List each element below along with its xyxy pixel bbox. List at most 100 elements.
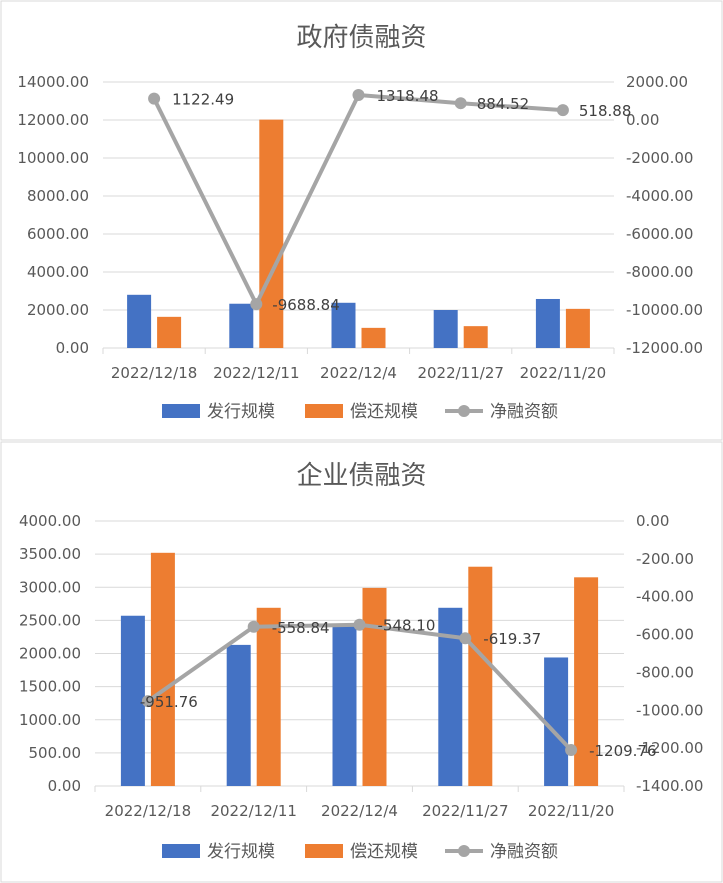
y-right-tick-label: -1400.00 xyxy=(636,777,703,795)
bar-issuance xyxy=(120,615,145,786)
legend-marker xyxy=(458,845,470,857)
chart-title: 政府债融资 xyxy=(296,23,426,53)
bar-issuance xyxy=(127,294,152,348)
chart-svg-corporate-bond: 企业债融资 0.00 500.00 1000.00 1500.00 2000.00 2500… xyxy=(0,441,723,883)
net-financing-point xyxy=(454,97,467,110)
bar-repayment xyxy=(463,326,488,348)
bar-repayment xyxy=(574,577,599,786)
legend-marker xyxy=(458,405,470,417)
y-right-tick-label: -400.00 xyxy=(636,588,694,606)
y-left-tick-label: 2500.00 xyxy=(19,611,81,629)
data-label: -619.37 xyxy=(483,630,541,648)
y-right-tick-label: -8000.00 xyxy=(626,263,693,281)
net-financing-point xyxy=(247,620,260,633)
data-label: 518.88 xyxy=(579,102,632,120)
net-financing-point xyxy=(459,632,472,645)
y-left-tick-label: 4000.00 xyxy=(19,512,81,530)
x-tick-label: 2022/12/18 xyxy=(105,802,191,820)
chart-panel-corporate-bond: 企业债融资 0.00 500.00 1000.00 1500.00 2000.00 2500… xyxy=(0,441,723,883)
legend-swatch xyxy=(305,404,343,418)
y-left-tick-label: 6000.00 xyxy=(27,225,89,243)
x-tick-label: 2022/11/20 xyxy=(528,802,614,820)
legend-swatch xyxy=(162,844,200,858)
y-left-tick-label: 1000.00 xyxy=(19,711,81,729)
bar-repayment xyxy=(468,566,493,786)
y-left-tick-label: 1500.00 xyxy=(19,678,81,696)
y-left-tick-label: 12000.00 xyxy=(17,111,89,129)
chart-svg-government-bond: 政府债融资 0.00 2000.00 4000.00 6000.00 8000.00 100… xyxy=(0,0,723,441)
chart-panel-government-bond: 政府债融资 0.00 2000.00 4000.00 6000.00 8000.00 100… xyxy=(0,0,723,441)
legend-label: 净融资额 xyxy=(490,402,558,422)
bar-repayment xyxy=(256,607,281,786)
y-left-tick-label: 0.00 xyxy=(56,339,89,357)
legend-label: 净融资额 xyxy=(490,842,558,862)
data-label: 1122.49 xyxy=(172,91,234,109)
y-left-tick-label: 4000.00 xyxy=(27,263,89,281)
y-right-tick-label: -12000.00 xyxy=(626,339,703,357)
y-left-tick-label: 10000.00 xyxy=(17,149,89,167)
y-right-tick-label: 0.00 xyxy=(626,111,659,129)
y-right-tick-label: -6000.00 xyxy=(626,225,693,243)
y-left-tick-label: 2000.00 xyxy=(27,301,89,319)
x-tick-label: 2022/12/4 xyxy=(321,802,398,820)
legend-label: 偿还规模 xyxy=(350,842,418,862)
net-financing-point xyxy=(565,743,578,756)
data-label: -951.76 xyxy=(140,693,198,711)
chart-frame xyxy=(0,0,723,441)
net-financing-point xyxy=(250,298,263,311)
data-label: 884.52 xyxy=(477,95,530,113)
y-right-tick-label: -2000.00 xyxy=(626,149,693,167)
x-tick-label: 2022/12/11 xyxy=(213,364,299,382)
y-right-tick-label: -200.00 xyxy=(636,550,694,568)
bar-issuance xyxy=(226,644,251,786)
net-financing-point xyxy=(353,618,366,631)
y-right-tick-label: -10000.00 xyxy=(626,301,703,319)
bar-repayment xyxy=(362,587,387,786)
y-right-tick-label: -600.00 xyxy=(636,626,694,644)
x-tick-label: 2022/12/11 xyxy=(210,802,296,820)
y-left-tick-label: 0.00 xyxy=(48,777,81,795)
bar-repayment xyxy=(361,327,386,348)
bar-repayment xyxy=(157,316,182,348)
x-tick-label: 2022/12/18 xyxy=(111,364,197,382)
bar-issuance xyxy=(229,303,254,348)
y-right-tick-label: 2000.00 xyxy=(626,73,688,91)
bar-repayment xyxy=(150,552,175,786)
data-label: -548.10 xyxy=(378,617,436,635)
chart-title: 企业债融资 xyxy=(296,461,426,491)
net-financing-point xyxy=(148,92,161,105)
y-right-tick-label: -4000.00 xyxy=(626,187,693,205)
data-label: -558.84 xyxy=(272,619,330,637)
y-right-tick-label: -1000.00 xyxy=(636,701,703,719)
y-left-tick-label: 3000.00 xyxy=(19,578,81,596)
bar-issuance xyxy=(535,298,560,348)
y-left-tick-label: 3500.00 xyxy=(19,545,81,563)
legend-label: 偿还规模 xyxy=(350,402,418,422)
legend-label: 发行规模 xyxy=(207,402,275,422)
net-financing-point xyxy=(352,88,365,101)
legend-swatch xyxy=(162,404,200,418)
x-tick-label: 2022/11/27 xyxy=(417,364,503,382)
y-right-tick-label: 0.00 xyxy=(636,512,669,530)
x-tick-label: 2022/11/27 xyxy=(422,802,508,820)
data-label: -9688.84 xyxy=(272,296,339,314)
y-right-tick-label: -1200.00 xyxy=(636,739,703,757)
data-label: 1318.48 xyxy=(377,87,439,105)
y-left-tick-label: 2000.00 xyxy=(19,645,81,663)
legend-swatch xyxy=(305,844,343,858)
bar-repayment xyxy=(259,119,284,349)
y-right-tick-label: -800.00 xyxy=(636,663,694,681)
bar-issuance xyxy=(332,623,357,786)
y-left-tick-label: 500.00 xyxy=(29,744,82,762)
bar-issuance xyxy=(433,310,458,348)
bar-repayment xyxy=(565,308,590,348)
data-label: -1209.76 xyxy=(589,742,656,760)
net-financing-point xyxy=(556,104,569,117)
y-left-tick-label: 14000.00 xyxy=(17,73,89,91)
y-left-tick-label: 8000.00 xyxy=(27,187,89,205)
bar-issuance xyxy=(544,657,569,786)
x-tick-label: 2022/11/20 xyxy=(520,364,606,382)
bar-issuance xyxy=(331,302,356,348)
legend-label: 发行规模 xyxy=(207,842,275,862)
x-tick-label: 2022/12/4 xyxy=(320,364,397,382)
